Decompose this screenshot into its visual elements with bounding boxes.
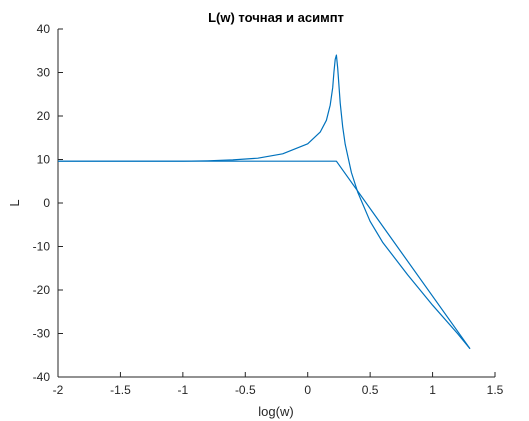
x-axis-label: log(w) bbox=[258, 404, 293, 419]
y-tick-label: -40 bbox=[33, 370, 51, 384]
x-tick-label: -1 bbox=[178, 383, 189, 397]
y-tick-label: 20 bbox=[37, 109, 51, 123]
y-tick-label: -20 bbox=[33, 283, 51, 297]
x-axis-ticks: -2 -1.5 -1 -0.5 0 0.5 1 1.5 bbox=[53, 372, 504, 397]
y-axis-ticks: 40 30 20 10 0 -10 -20 -30 -40 bbox=[33, 22, 63, 384]
x-tick-label: -0.5 bbox=[235, 383, 256, 397]
x-tick-label: 1.5 bbox=[487, 383, 504, 397]
y-tick-label: 0 bbox=[43, 196, 50, 210]
y-tick-label: 40 bbox=[37, 22, 51, 36]
y-tick-label: -10 bbox=[33, 240, 51, 254]
x-tick-label: 0 bbox=[304, 383, 311, 397]
y-tick-label: -30 bbox=[33, 327, 51, 341]
x-tick-label: 1 bbox=[429, 383, 436, 397]
y-axis-label: L bbox=[7, 199, 22, 206]
exact-response-line bbox=[58, 54, 471, 350]
y-tick-label: 30 bbox=[37, 66, 51, 80]
x-tick-label: 0.5 bbox=[362, 383, 379, 397]
y-tick-label: 10 bbox=[37, 153, 51, 167]
x-tick-label: -1.5 bbox=[110, 383, 131, 397]
chart-title: L(w) точная и асимпт bbox=[208, 10, 344, 25]
series-layer bbox=[58, 54, 471, 350]
asymptotic-line bbox=[58, 160, 471, 350]
x-tick-label: -2 bbox=[53, 383, 64, 397]
